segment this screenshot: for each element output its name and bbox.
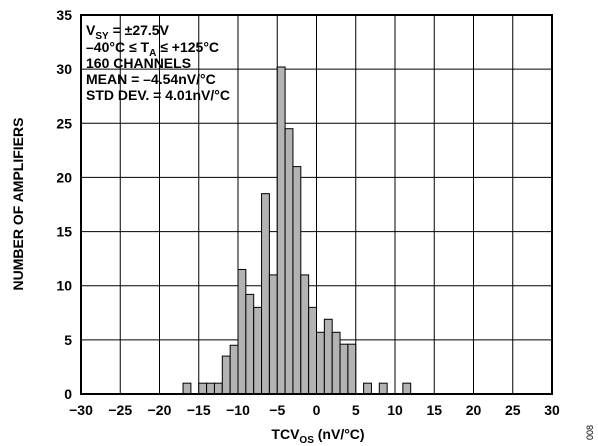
annotation-temperature-range-rest: ≤ +125°C [156, 39, 219, 55]
histogram-bar [292, 166, 302, 395]
x-axis-title-subscript: OS [299, 435, 314, 446]
x-tick-label: 20 [466, 402, 482, 418]
histogram-bars [182, 66, 412, 395]
y-tick-label: 25 [56, 115, 72, 131]
y-tick-labels: 0 5 10 15 20 25 30 35 [56, 7, 72, 402]
y-tick-label: 30 [56, 61, 72, 77]
x-tick-label: −10 [226, 402, 250, 418]
annotation-mean: MEAN = –4.54nV/°C [86, 71, 216, 87]
histogram-bar [276, 66, 286, 395]
plot-frame [80, 14, 553, 395]
histogram-bar [316, 331, 325, 395]
histogram-bar [182, 382, 192, 395]
x-axis-title-main: TCV [271, 426, 300, 442]
annotation-supply-voltage-main: V [86, 22, 96, 38]
histogram-bar [339, 343, 349, 395]
y-tick-label: 20 [56, 169, 72, 185]
histogram-bar [221, 355, 231, 395]
grid-lines [81, 15, 552, 394]
x-tick-label: 10 [387, 402, 403, 418]
histogram-bar [331, 331, 341, 395]
x-tick-label: −30 [69, 402, 93, 418]
histogram-bar [213, 382, 223, 395]
x-axis-title-rest: (nV/°C) [314, 426, 365, 442]
chart-annotations: VSY = ±27.5V –40°C ≤ TA ≤ +125°C 160 CHA… [86, 22, 230, 103]
y-tick-label: 5 [64, 332, 72, 348]
annotation-temperature-range-pre: –40°C ≤ T [86, 39, 150, 55]
y-tick-label: 15 [56, 224, 72, 240]
annotation-temperature-range: –40°C ≤ TA ≤ +125°C [86, 39, 219, 59]
annotation-supply-voltage-subscript: SY [95, 31, 109, 42]
histogram-bar [206, 382, 215, 395]
y-tick-label: 35 [56, 7, 72, 23]
annotation-temperature-range-subscript: A [149, 48, 156, 59]
histogram-bar [402, 382, 412, 395]
histogram-bar [284, 128, 294, 395]
x-tick-label: −25 [108, 402, 132, 418]
histogram-bar [378, 382, 388, 395]
histogram-bar [323, 318, 333, 395]
histogram-bar [363, 382, 372, 395]
annotation-supply-voltage-rest: = ±27.5V [109, 22, 170, 38]
annotation-std-dev: STD DEV. = 4.01nV/°C [86, 87, 230, 103]
histogram-bar [268, 274, 278, 395]
x-tick-label: −15 [187, 402, 211, 418]
x-tick-labels: −30 −25 −20 −15 −10 −5 0 5 10 15 20 25 30 [69, 402, 560, 418]
histogram-bar [253, 306, 263, 395]
x-tick-label: −5 [269, 402, 285, 418]
x-tick-label: 5 [352, 402, 360, 418]
annotation-supply-voltage: VSY = ±27.5V [86, 22, 170, 42]
histogram-bar [198, 382, 208, 395]
x-tick-label: −20 [148, 402, 172, 418]
histogram-bar [237, 268, 247, 395]
annotation-channels: 160 CHANNELS [86, 55, 191, 71]
histogram-bar [308, 306, 317, 395]
histogram-bar [229, 344, 239, 395]
histogram-bar [261, 193, 270, 395]
x-tick-label: 15 [426, 402, 442, 418]
y-tick-label: 10 [56, 278, 72, 294]
x-axis-title: TCVOS (nV/°C) [271, 426, 364, 446]
figure-id: 008 [585, 425, 595, 440]
x-tick-label: 30 [544, 402, 560, 418]
x-tick-label: 25 [505, 402, 521, 418]
histogram-bar [347, 343, 357, 395]
x-tick-label: 0 [313, 402, 321, 418]
histogram-bar [245, 293, 255, 395]
histogram-bar [300, 274, 310, 395]
y-axis-title: NUMBER OF AMPLIFIERS [10, 118, 26, 291]
y-tick-label: 0 [64, 386, 72, 402]
